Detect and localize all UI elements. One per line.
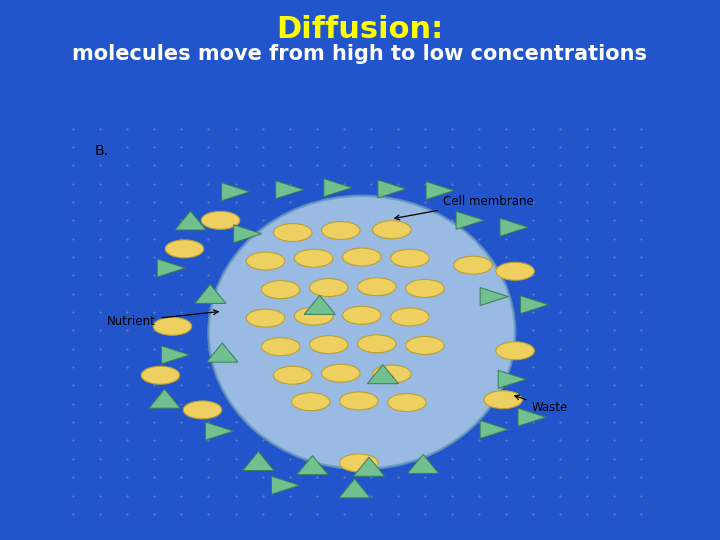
- Text: Nutrient: Nutrient: [107, 310, 218, 327]
- Text: B.: B.: [94, 144, 108, 158]
- Ellipse shape: [184, 401, 222, 419]
- Ellipse shape: [202, 211, 240, 230]
- Polygon shape: [233, 225, 262, 243]
- Ellipse shape: [322, 364, 360, 382]
- Ellipse shape: [496, 342, 534, 360]
- Polygon shape: [339, 479, 370, 498]
- Text: Cell membrane: Cell membrane: [395, 194, 534, 220]
- Ellipse shape: [373, 221, 411, 239]
- Polygon shape: [161, 346, 189, 364]
- Polygon shape: [498, 370, 526, 388]
- Ellipse shape: [153, 318, 192, 335]
- Ellipse shape: [391, 249, 429, 267]
- Ellipse shape: [261, 281, 300, 299]
- Polygon shape: [222, 183, 250, 201]
- Ellipse shape: [373, 365, 411, 383]
- Polygon shape: [480, 287, 508, 306]
- Ellipse shape: [294, 307, 333, 325]
- Ellipse shape: [294, 249, 333, 267]
- Text: Waste: Waste: [515, 395, 567, 414]
- Ellipse shape: [343, 248, 381, 266]
- Polygon shape: [304, 295, 336, 314]
- Ellipse shape: [405, 336, 444, 354]
- Polygon shape: [271, 476, 300, 494]
- Ellipse shape: [246, 309, 285, 327]
- Text: molecules move from high to low concentrations: molecules move from high to low concentr…: [73, 44, 647, 64]
- Polygon shape: [175, 211, 206, 230]
- Ellipse shape: [322, 221, 360, 239]
- Polygon shape: [426, 181, 454, 200]
- Ellipse shape: [141, 366, 179, 384]
- Polygon shape: [194, 285, 226, 303]
- Ellipse shape: [165, 240, 204, 258]
- Polygon shape: [205, 422, 233, 440]
- Ellipse shape: [496, 262, 534, 280]
- Polygon shape: [378, 180, 406, 198]
- Polygon shape: [243, 451, 274, 470]
- Polygon shape: [408, 454, 438, 474]
- Ellipse shape: [454, 256, 492, 274]
- Ellipse shape: [274, 366, 312, 384]
- Ellipse shape: [209, 196, 515, 469]
- Ellipse shape: [310, 336, 348, 354]
- Ellipse shape: [340, 454, 378, 472]
- Ellipse shape: [405, 279, 444, 298]
- Polygon shape: [207, 343, 238, 362]
- Polygon shape: [157, 259, 186, 277]
- Polygon shape: [324, 179, 352, 197]
- Polygon shape: [297, 456, 328, 475]
- Ellipse shape: [343, 306, 381, 324]
- Ellipse shape: [358, 278, 396, 296]
- Polygon shape: [521, 296, 549, 314]
- Polygon shape: [500, 218, 528, 236]
- Polygon shape: [149, 389, 180, 408]
- Polygon shape: [276, 181, 304, 199]
- Polygon shape: [456, 211, 485, 230]
- Ellipse shape: [274, 224, 312, 241]
- Polygon shape: [354, 457, 384, 476]
- Polygon shape: [480, 421, 508, 438]
- Ellipse shape: [358, 335, 396, 353]
- Ellipse shape: [340, 392, 378, 410]
- Polygon shape: [367, 364, 398, 384]
- Text: Diffusion:: Diffusion:: [276, 15, 444, 44]
- Ellipse shape: [310, 279, 348, 296]
- Ellipse shape: [261, 338, 300, 356]
- Ellipse shape: [387, 394, 426, 411]
- Ellipse shape: [484, 391, 522, 409]
- Ellipse shape: [292, 393, 330, 411]
- Polygon shape: [518, 408, 546, 426]
- Ellipse shape: [391, 308, 429, 326]
- Ellipse shape: [246, 252, 285, 270]
